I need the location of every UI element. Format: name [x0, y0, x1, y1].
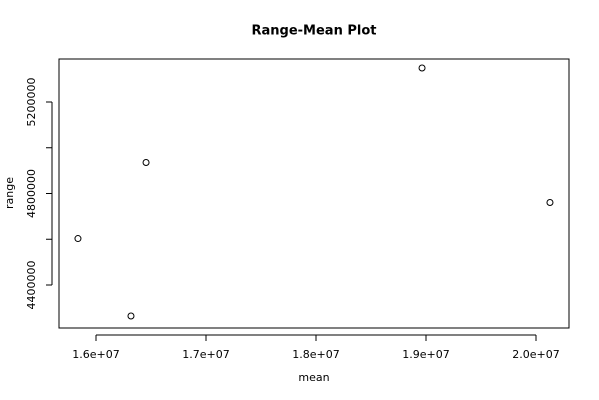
point [127, 312, 135, 320]
y-tick-label: 4400000 [25, 260, 38, 309]
plot-frame [58, 58, 570, 329]
x-axis-label: mean [298, 371, 329, 384]
x-tick-label: 2.0e+07 [512, 348, 559, 361]
y-tick-label: 4800000 [25, 169, 38, 218]
y-tick-label: 5200000 [25, 78, 38, 127]
x-tick-label: 1.8e+07 [292, 348, 339, 361]
point [74, 235, 82, 243]
y-axis-label: range [3, 177, 16, 209]
point [546, 199, 554, 207]
x-tick-label: 1.9e+07 [402, 348, 449, 361]
point [418, 64, 426, 72]
x-tick-label: 1.6e+07 [72, 348, 119, 361]
chart-title: Range-Mean Plot [252, 24, 377, 39]
x-tick-label: 1.7e+07 [182, 348, 229, 361]
point [142, 159, 150, 167]
